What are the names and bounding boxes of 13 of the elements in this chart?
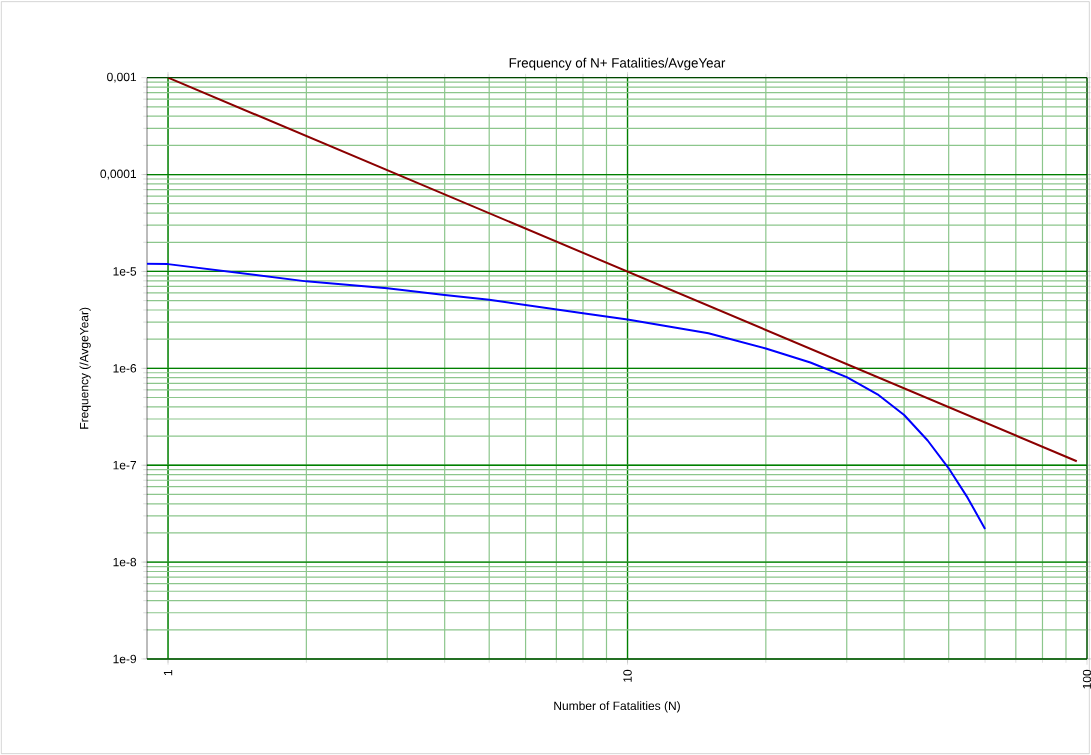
- y-tick-label: 1e-7: [113, 461, 137, 470]
- y-axis-title: Frequency (/AvgeYear): [79, 307, 91, 429]
- y-tick-label: 1e-9: [113, 654, 137, 664]
- y-tick-label: 1e-5: [113, 267, 137, 276]
- y-tick-label: 1e-8: [113, 557, 137, 567]
- chart-title: Frequency of N+ Fatalities/AvgeYear: [509, 57, 726, 71]
- y-tick-label: 0,001: [107, 72, 137, 83]
- x-tick-label: 10: [623, 669, 632, 682]
- y-tick-label: 1e-6: [113, 364, 137, 373]
- x-axis-title: Number of Fatalities (N): [554, 701, 680, 713]
- y-tick-label: 0,0001: [100, 169, 137, 180]
- x-tick-label: 1: [163, 669, 173, 676]
- x-tick-label: 100: [1082, 669, 1091, 689]
